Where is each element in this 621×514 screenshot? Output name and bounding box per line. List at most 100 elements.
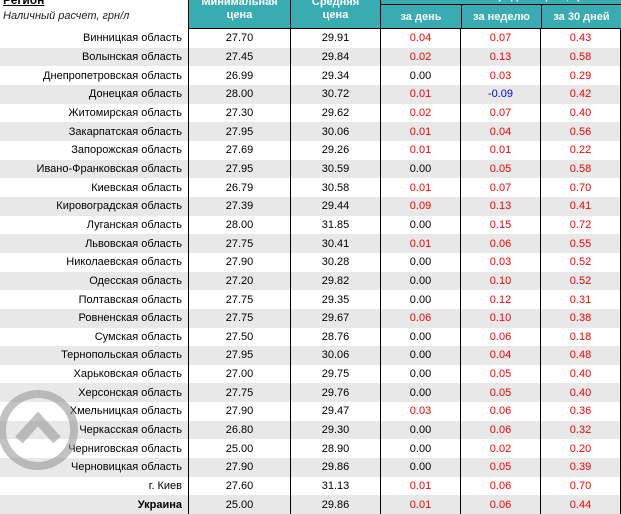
- change-day-cell: 0.01: [380, 495, 460, 514]
- change-day-cell: 0.00: [380, 159, 460, 179]
- min-price-cell: 27.90: [188, 458, 290, 477]
- header-region-area: Регион Наличный расчет, грн/л: [0, 0, 188, 29]
- min-price-cell: 27.95: [188, 159, 290, 179]
- change-week-cell: 0.07: [460, 29, 540, 48]
- scroll-to-top-button[interactable]: [0, 388, 80, 472]
- table-row: Кировоградская область 27.39 29.44 0.09 …: [0, 196, 621, 216]
- avg-price-cell: 29.86: [290, 495, 380, 514]
- change-30days-cell: 0.43: [540, 29, 621, 48]
- change-day-cell: 0.02: [380, 47, 460, 67]
- price-change-group-title: Как изменилась средняя цена, грн/л: [381, 0, 621, 5]
- avg-price-cell: 30.72: [290, 84, 380, 104]
- region-cell: Донецкая область: [88, 88, 182, 101]
- change-day-cell: 0.01: [380, 476, 460, 496]
- table-row: Черниговская область 25.00 28.90 0.00 0.…: [0, 439, 621, 459]
- change-week-cell: 0.06: [460, 495, 540, 514]
- table-row: Донецкая область 28.00 30.72 0.01 -0.09 …: [0, 84, 621, 104]
- change-30days-cell: 0.38: [540, 308, 621, 328]
- change-day-cell: 0.03: [380, 402, 460, 421]
- min-price-cell: 26.79: [188, 178, 290, 197]
- change-day-cell: 0.00: [380, 364, 460, 384]
- avg-price-cell: 29.75: [290, 364, 380, 384]
- change-30days-cell: 0.41: [540, 196, 621, 216]
- change-day-cell: 0.01: [380, 140, 460, 160]
- region-cell: г. Киев: [148, 480, 182, 493]
- table-row: Харьковская область 27.00 29.75 0.00 0.0…: [0, 364, 621, 384]
- table-row: Одесская область 27.20 29.82 0.00 0.10 0…: [0, 271, 621, 291]
- region-cell: Одесская область: [89, 274, 182, 287]
- region-cell: Киевская область: [91, 181, 182, 194]
- table-row: Киевская область 26.79 30.58 0.01 0.07 0…: [0, 178, 621, 197]
- table-row: Винницкая область 27.70 29.91 0.04 0.07 …: [0, 29, 621, 48]
- table-row: Херсонская область 27.75 29.76 0.00 0.05…: [0, 383, 621, 403]
- min-price-cell: 27.39: [188, 196, 290, 216]
- change-week-cell: 0.06: [460, 420, 540, 440]
- change-30days-cell: 0.70: [540, 178, 621, 197]
- region-cell: Винницкая область: [83, 32, 182, 45]
- table-row: г. Киев 27.60 31.13 0.01 0.06 0.70: [0, 476, 621, 496]
- avg-price-cell: 29.67: [290, 308, 380, 328]
- change-30days-cell: 0.70: [540, 476, 621, 496]
- region-cell: Николаевская область: [66, 256, 182, 269]
- change-day-cell: 0.00: [380, 420, 460, 440]
- avg-price-cell: 30.28: [290, 252, 380, 272]
- region-cell: Харьковская область: [73, 368, 183, 381]
- region-cell: Черновицкая область: [71, 461, 182, 474]
- min-price-cell: 27.00: [188, 364, 290, 384]
- change-week-cell: 0.07: [460, 178, 540, 197]
- min-price-cell: 27.69: [188, 140, 290, 160]
- min-price-label: Минимальная цена: [201, 0, 278, 21]
- min-price-cell: 27.75: [188, 290, 290, 309]
- table-header: Регион Наличный расчет, грн/л Минимальна…: [0, 0, 621, 29]
- change-30days-cell: 0.40: [540, 103, 621, 123]
- avg-price-cell: 30.06: [290, 346, 380, 365]
- change-week-cell: 0.13: [460, 196, 540, 216]
- change-day-cell: 0.09: [380, 196, 460, 216]
- min-price-cell: 27.75: [188, 308, 290, 328]
- region-cell: Запорожская область: [71, 144, 182, 157]
- table-row: Ивано-Франковская область 27.95 30.59 0.…: [0, 159, 621, 179]
- min-price-cell: 27.75: [188, 234, 290, 253]
- change-30days-cell: 0.44: [540, 495, 621, 514]
- min-price-cell: 27.90: [188, 252, 290, 272]
- region-cell: Волынская область: [81, 50, 182, 63]
- change-day-cell: 0.06: [380, 308, 460, 328]
- change-30days-cell: 0.72: [540, 215, 621, 235]
- min-price-cell: 26.99: [188, 66, 290, 85]
- table-row: Днепропетровская область 26.99 29.34 0.0…: [0, 66, 621, 85]
- change-30days-cell: 0.40: [540, 364, 621, 384]
- min-price-cell: 28.00: [188, 215, 290, 235]
- change-30days-cell: 0.58: [540, 47, 621, 67]
- avg-price-cell: 31.13: [290, 476, 380, 496]
- change-day-cell: 0.01: [380, 122, 460, 141]
- table-row: Львовская область 27.75 30.41 0.01 0.06 …: [0, 234, 621, 253]
- region-cell: Днепропетровская область: [43, 69, 182, 82]
- change-day-cell: 0.00: [380, 458, 460, 477]
- change-day-cell: 0.01: [380, 84, 460, 104]
- region-cell: Полтавская область: [78, 293, 182, 306]
- change-week-cell: 0.07: [460, 103, 540, 123]
- change-week-cell: 0.10: [460, 271, 540, 291]
- region-cell: Херсонская область: [78, 386, 182, 399]
- min-price-cell: 27.60: [188, 476, 290, 496]
- change-day-cell: 0.00: [380, 252, 460, 272]
- change-week-cell: 0.04: [460, 122, 540, 141]
- change-30days-cell: 0.48: [540, 346, 621, 365]
- region-cell: Черниговская область: [68, 442, 182, 455]
- change-day-cell: 0.00: [380, 383, 460, 403]
- min-price-cell: 25.00: [188, 495, 290, 514]
- change-week-cell: 0.15: [460, 215, 540, 235]
- column-group-price-change: Как изменилась средняя цена, грн/л за де…: [380, 0, 621, 29]
- change-30days-cell: 0.36: [540, 402, 621, 421]
- change-week-cell: 0.04: [460, 346, 540, 365]
- change-30days-cell: 0.20: [540, 439, 621, 459]
- change-day-cell: 0.01: [380, 234, 460, 253]
- change-week-cell: 0.03: [460, 252, 540, 272]
- change-week-cell: 0.05: [460, 364, 540, 384]
- change-day-cell: 0.00: [380, 346, 460, 365]
- change-30days-cell: 0.39: [540, 458, 621, 477]
- min-price-cell: 28.00: [188, 84, 290, 104]
- change-30days-cell: 0.56: [540, 122, 621, 141]
- table-row: Ровненская область 27.75 29.67 0.06 0.10…: [0, 308, 621, 328]
- change-day-cell: 0.00: [380, 290, 460, 309]
